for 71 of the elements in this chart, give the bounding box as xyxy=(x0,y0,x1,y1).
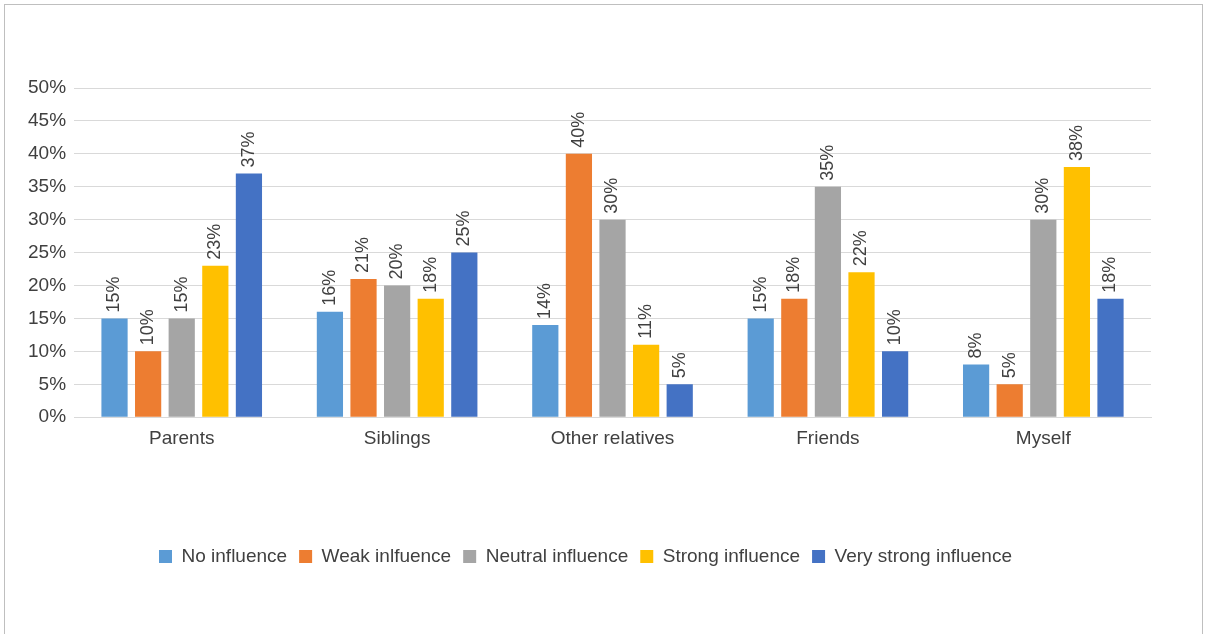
bar xyxy=(168,318,195,417)
bar xyxy=(747,318,774,417)
bar xyxy=(666,384,693,417)
bar xyxy=(1063,167,1091,417)
y-tick-label: 25% xyxy=(28,240,67,262)
legend-label: Strong influence xyxy=(662,544,801,566)
legend-label: Weak inlfuence xyxy=(321,544,452,566)
data-label: 18% xyxy=(419,256,440,293)
bar xyxy=(996,384,1023,417)
x-tick-label: Other relatives xyxy=(550,426,675,448)
data-label: 40% xyxy=(567,111,588,148)
data-label: 18% xyxy=(1099,256,1120,293)
bar xyxy=(848,272,875,417)
bar xyxy=(633,344,660,417)
y-tick-label: 35% xyxy=(28,174,67,196)
bar xyxy=(417,298,444,417)
x-tick-label: Parents xyxy=(148,426,215,448)
data-label: 35% xyxy=(816,144,837,181)
bar xyxy=(135,351,162,417)
y-tick-label: 50% xyxy=(28,76,67,98)
bar xyxy=(565,153,593,417)
data-label: 20% xyxy=(386,243,407,280)
data-label: 21% xyxy=(352,236,373,273)
bar xyxy=(384,285,411,417)
y-tick-label: 40% xyxy=(28,142,67,164)
data-label: 38% xyxy=(1065,124,1086,162)
data-label: 25% xyxy=(453,210,474,247)
bar xyxy=(814,186,842,417)
bar xyxy=(316,311,344,417)
bar xyxy=(963,364,990,417)
data-label: 15% xyxy=(749,276,770,313)
data-label: 15% xyxy=(103,276,124,313)
data-label: 16% xyxy=(318,269,339,306)
data-label: 30% xyxy=(601,177,622,214)
y-tick-label: 30% xyxy=(28,207,67,229)
data-label: 18% xyxy=(783,256,804,293)
data-label: 10% xyxy=(884,309,905,346)
legend-label: Very strong influence xyxy=(834,544,1013,566)
y-tick-label: 0% xyxy=(38,405,67,427)
data-label: 37% xyxy=(237,131,258,168)
data-label: 8% xyxy=(965,332,986,359)
bar xyxy=(1097,298,1124,417)
bar xyxy=(202,265,229,417)
data-label: 10% xyxy=(137,309,158,346)
x-tick-label: Siblings xyxy=(363,426,431,448)
data-label: 22% xyxy=(850,230,871,267)
data-label: 23% xyxy=(204,223,225,260)
y-tick-label: 10% xyxy=(28,339,67,361)
data-label: 5% xyxy=(668,352,689,379)
data-label: 14% xyxy=(534,282,555,320)
y-tick-label: 20% xyxy=(28,273,67,295)
y-tick-label: 45% xyxy=(28,109,67,131)
data-label: 15% xyxy=(170,276,191,313)
x-tick-label: Myself xyxy=(1015,426,1072,448)
bar xyxy=(599,219,626,417)
legend-label: Neutral influence xyxy=(485,544,629,566)
bar xyxy=(532,325,559,417)
bar xyxy=(781,298,808,417)
bar xyxy=(101,318,128,417)
bar xyxy=(451,252,478,417)
y-tick-label: 5% xyxy=(38,372,67,394)
x-tick-label: Friends xyxy=(796,426,860,448)
data-label: 30% xyxy=(1032,177,1053,214)
bar xyxy=(882,351,909,417)
bar xyxy=(350,278,377,417)
data-label: 11% xyxy=(635,304,656,339)
bar xyxy=(235,173,263,417)
data-label: 5% xyxy=(998,352,1019,379)
legend-label: No influence xyxy=(181,544,288,566)
y-tick-label: 15% xyxy=(28,306,67,328)
bar xyxy=(1030,219,1057,417)
